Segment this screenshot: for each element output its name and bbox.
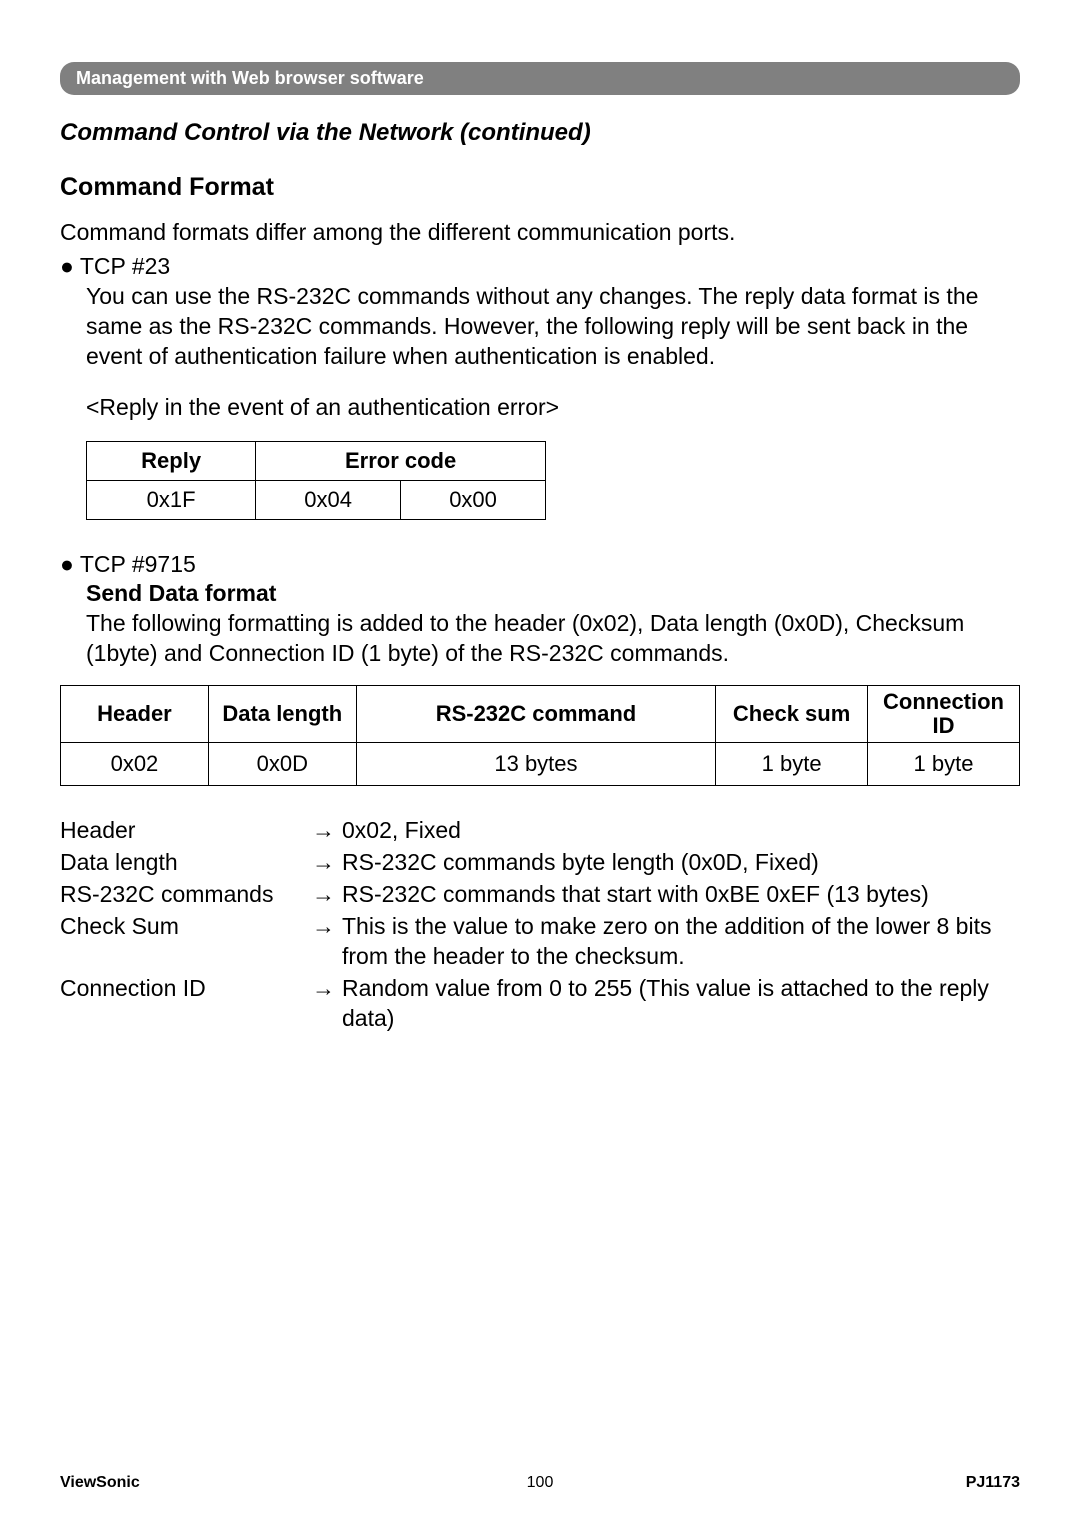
table-header: Error code — [256, 442, 546, 481]
definition-row: RS-232C commands → RS-232C commands that… — [60, 880, 1020, 910]
table-header: Data length — [208, 686, 356, 743]
table-header: Connection ID — [868, 686, 1020, 743]
tcp23-bullet: ● TCP #23 — [60, 252, 1020, 282]
intro-text: Command formats differ among the differe… — [60, 218, 1020, 248]
definition-label: Connection ID — [60, 974, 312, 1004]
table-cell: 13 bytes — [356, 743, 715, 786]
table-header: Reply — [87, 442, 256, 481]
table-cell: 0x0D — [208, 743, 356, 786]
arrow-icon: → — [312, 974, 342, 1004]
definition-label: Check Sum — [60, 912, 312, 942]
table-cell: 0x1F — [87, 481, 256, 520]
send-data-text: The following formatting is added to the… — [86, 609, 1020, 669]
footer-brand: ViewSonic — [60, 1474, 140, 1492]
format-table: Header Data length RS-232C command Check… — [60, 685, 1020, 786]
definition-label: Data length — [60, 848, 312, 878]
error-table: Reply Error code 0x1F 0x04 0x00 — [86, 441, 546, 520]
send-data-heading: Send Data format — [86, 580, 1020, 607]
table-cell: 0x02 — [61, 743, 209, 786]
definition-value: 0x02, Fixed — [342, 816, 1020, 846]
page-footer: ViewSonic 100 PJ1173 — [60, 1474, 1020, 1492]
table-header-row: Reply Error code — [87, 442, 546, 481]
table-cell: 0x04 — [256, 481, 401, 520]
tcp9715-bullet: ● TCP #9715 — [60, 550, 1020, 580]
table-header: Header — [61, 686, 209, 743]
definition-row: Header → 0x02, Fixed — [60, 816, 1020, 846]
table-row: 0x1F 0x04 0x00 — [87, 481, 546, 520]
table-row: 0x02 0x0D 13 bytes 1 byte 1 byte — [61, 743, 1020, 786]
definition-row: Check Sum → This is the value to make ze… — [60, 912, 1020, 972]
reply-label: <Reply in the event of an authentication… — [86, 393, 1020, 423]
table-header: Check sum — [716, 686, 868, 743]
section-heading: Command Format — [60, 173, 1020, 202]
table-cell: 1 byte — [868, 743, 1020, 786]
definition-value: Random value from 0 to 255 (This value i… — [342, 974, 1020, 1034]
table-header: RS-232C command — [356, 686, 715, 743]
page-number: 100 — [527, 1474, 554, 1492]
arrow-icon: → — [312, 816, 342, 846]
definition-row: Connection ID → Random value from 0 to 2… — [60, 974, 1020, 1034]
definition-value: This is the value to make zero on the ad… — [342, 912, 1020, 972]
arrow-icon: → — [312, 880, 342, 910]
definition-row: Data length → RS-232C commands byte leng… — [60, 848, 1020, 878]
arrow-icon: → — [312, 912, 342, 942]
arrow-icon: → — [312, 848, 342, 878]
definition-label: RS-232C commands — [60, 880, 312, 910]
definition-value: RS-232C commands that start with 0xBE 0x… — [342, 880, 1020, 910]
table-cell: 1 byte — [716, 743, 868, 786]
table-header-row: Header Data length RS-232C command Check… — [61, 686, 1020, 743]
footer-model: PJ1173 — [966, 1474, 1020, 1492]
tcp23-text: You can use the RS-232C commands without… — [86, 282, 1020, 372]
breadcrumb: Management with Web browser software — [60, 62, 1020, 95]
table-cell: 0x00 — [401, 481, 546, 520]
section-subtitle: Command Control via the Network (continu… — [60, 119, 1020, 147]
definitions-list: Header → 0x02, Fixed Data length → RS-23… — [60, 816, 1020, 1033]
definition-label: Header — [60, 816, 312, 846]
definition-value: RS-232C commands byte length (0x0D, Fixe… — [342, 848, 1020, 878]
